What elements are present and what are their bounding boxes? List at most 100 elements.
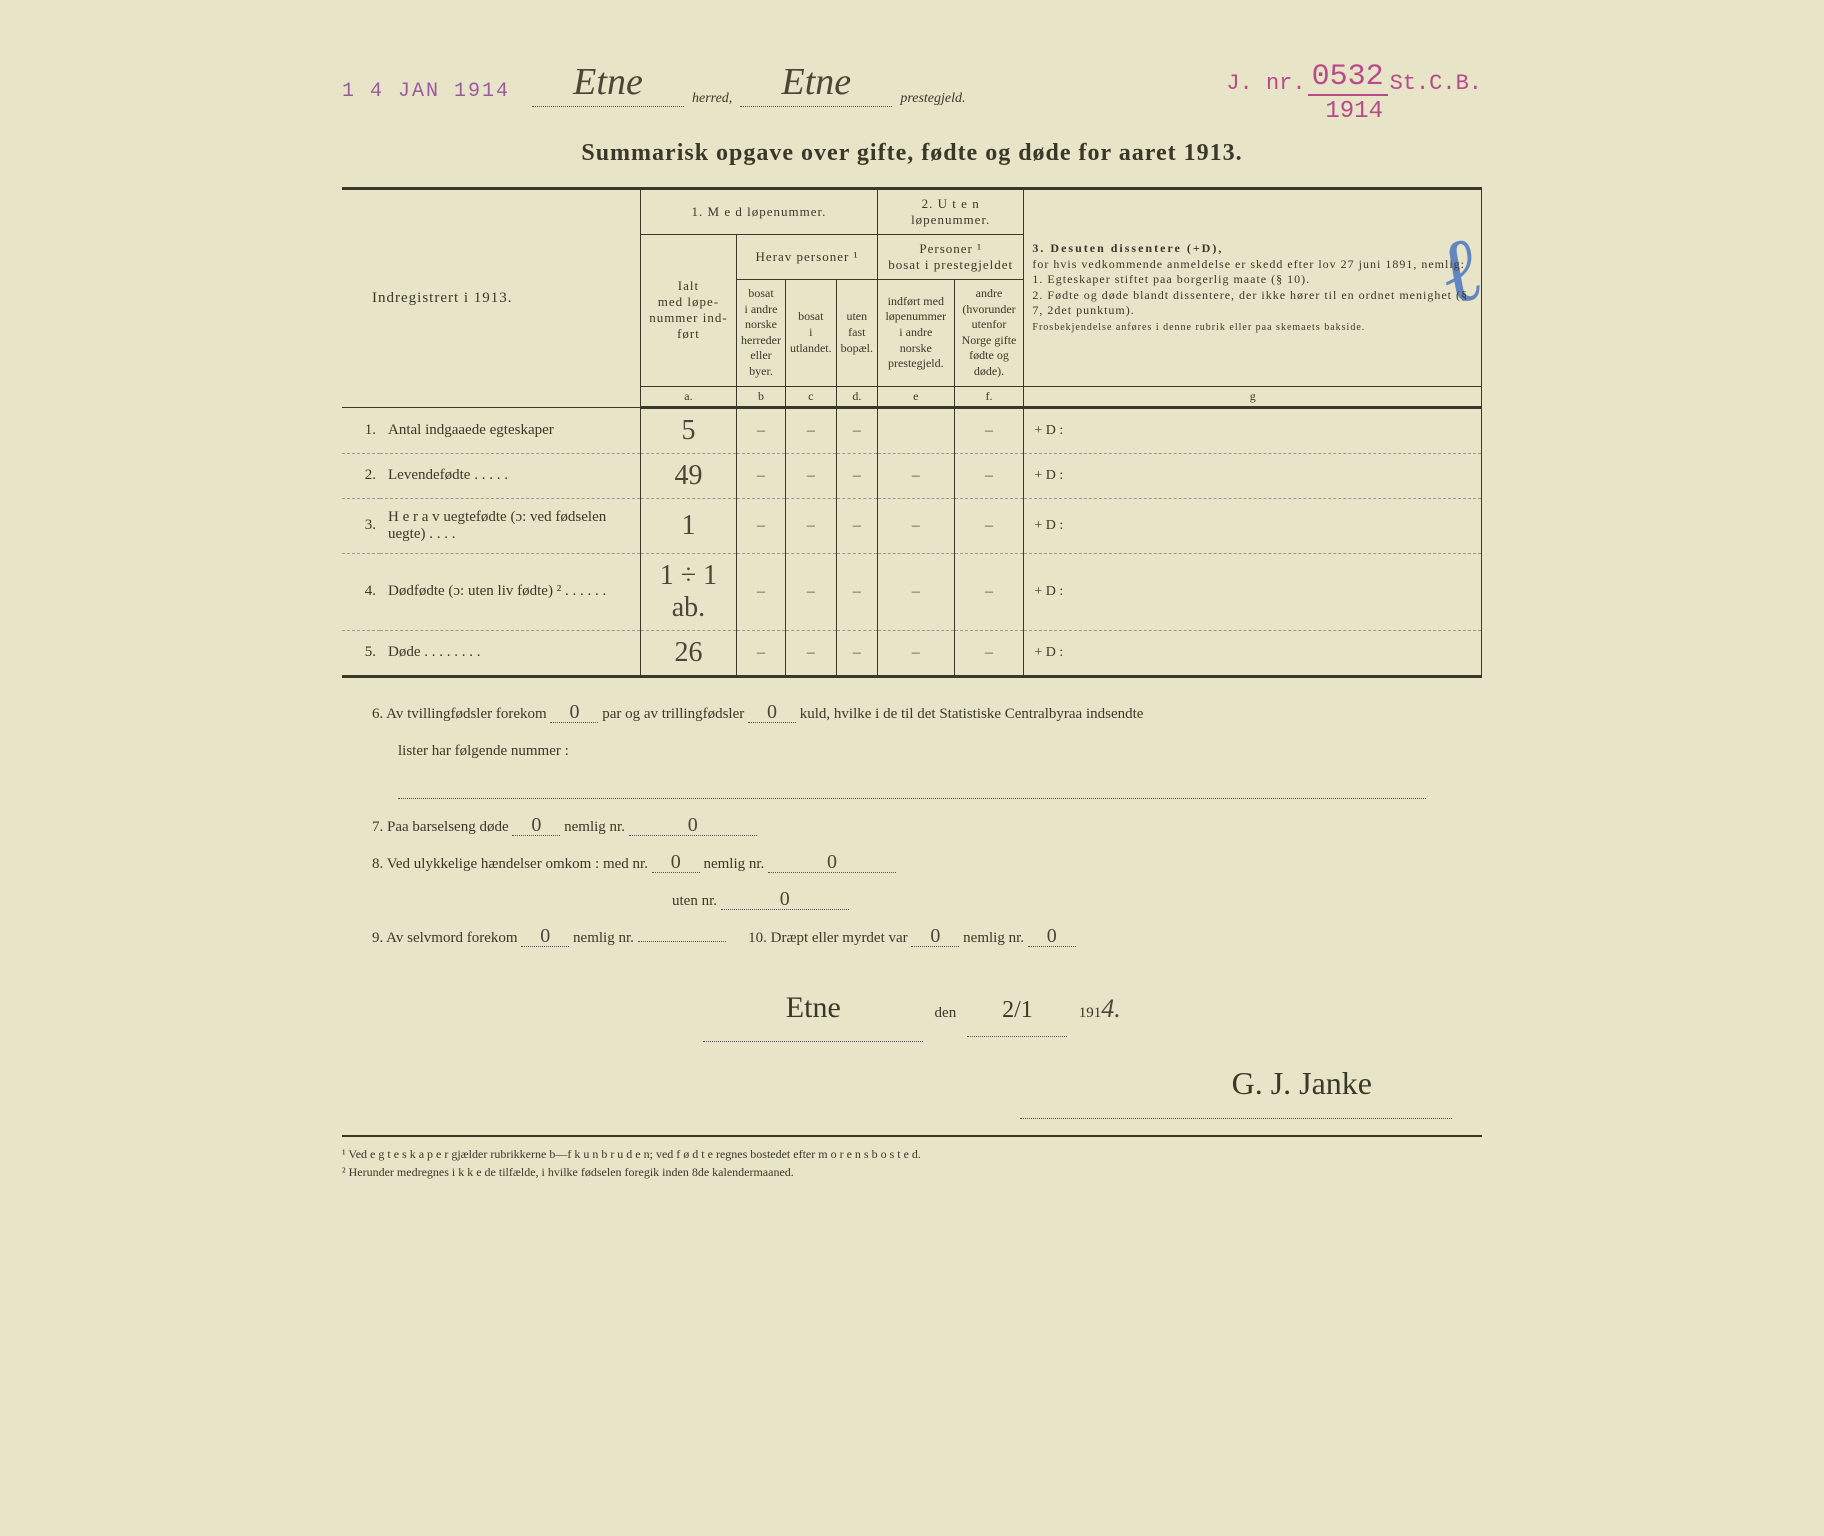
letter-f: f.: [954, 386, 1024, 407]
q6-twin-pairs: 0: [550, 702, 598, 723]
table-row: 3.H e r a v uegtefødte (ɔ: ved fødselen …: [342, 498, 1482, 553]
jnr-suffix: St.C.B.: [1390, 71, 1482, 96]
row-label: Levendefødte . . . . .: [380, 453, 640, 498]
sig-year-prefix: 191: [1079, 1005, 1102, 1021]
q7-text-a: 7. Paa barselseng døde: [372, 819, 509, 835]
personer-bosat-header: Personer ¹ bosat i prestegjeldet: [877, 235, 1023, 280]
group-3-title: 3. Desuten dissentere (+D),: [1032, 241, 1223, 255]
jnr-prefix: J. nr.: [1226, 71, 1305, 96]
table-header: Indregistrert i 1913. 1. M e d løpenumme…: [342, 190, 1482, 407]
col-a-header: Ialt med løpe- nummer ind- ført: [640, 235, 736, 387]
cell-a: 1: [640, 498, 736, 553]
lower-questions: 6. Av tvillingfødsler forekom 0 par og a…: [342, 698, 1482, 1119]
cell-b: –: [737, 498, 786, 553]
letter-g: g: [1024, 386, 1482, 407]
cell-b: –: [737, 553, 786, 630]
q10-value-2: 0: [1028, 926, 1076, 947]
cell-f: –: [954, 453, 1024, 498]
cell-a: 1 ÷ 1 ab.: [640, 553, 736, 630]
cell-f: –: [954, 630, 1024, 676]
cell-e: –: [877, 498, 954, 553]
q7: 7. Paa barselseng døde 0 nemlig nr. 0: [372, 811, 1452, 844]
cell-g: + D :: [1024, 407, 1482, 453]
q7-value-2: 0: [629, 815, 757, 836]
cell-c: –: [785, 498, 836, 553]
signature-date: 2/1: [967, 984, 1067, 1038]
q6-blank-line: [398, 780, 1426, 799]
cell-e: [877, 407, 954, 453]
q9-value-1: 0: [521, 926, 569, 947]
q7-text-b: nemlig nr.: [564, 819, 625, 835]
letter-b: b: [737, 386, 786, 407]
table-body: 1.Antal indgaaede egteskaper5––––+ D :2.…: [342, 407, 1482, 676]
table-row: 4.Dødfødte (ɔ: uten liv fødte) ² . . . .…: [342, 553, 1482, 630]
q9-q10: 9. Av selvmord forekom 0 nemlig nr. 10. …: [372, 922, 1452, 955]
q7-value-1: 0: [512, 815, 560, 836]
q10-text-b: nemlig nr.: [963, 930, 1024, 946]
main-table: Indregistrert i 1913. 1. M e d løpenumme…: [342, 190, 1482, 678]
table-row: 1.Antal indgaaede egteskaper5––––+ D :: [342, 407, 1482, 453]
jnr-year: 1914: [1226, 98, 1482, 125]
q8-line2: uten nr. 0: [372, 885, 1452, 918]
herred-value: Etne: [532, 60, 684, 107]
q6-text-c: kuld, hvilke i de til det Statistiske Ce…: [800, 706, 1144, 722]
cell-e: –: [877, 630, 954, 676]
cell-c: –: [785, 553, 836, 630]
prestegjeld-value: Etne: [740, 60, 892, 107]
q8-value-2: 0: [768, 852, 896, 873]
cell-a: 26: [640, 630, 736, 676]
table-row: 5.Døde . . . . . . . .26–––––+ D :: [342, 630, 1482, 676]
col-indreg: Indregistrert i 1913.: [342, 190, 640, 407]
letter-e: e: [877, 386, 954, 407]
row-number: 3.: [342, 498, 380, 553]
cell-g: + D :: [1024, 630, 1482, 676]
footnote-2: ² Herunder medregnes i k k e de tilfælde…: [342, 1163, 1482, 1181]
group-3-body: for hvis vedkommende anmeldelse er skedd…: [1032, 257, 1468, 318]
q9-text-a: 9. Av selvmord forekom: [372, 930, 518, 946]
footnotes: ¹ Ved e g t e s k a p e r gjælder rubrik…: [342, 1135, 1482, 1181]
row-label: H e r a v uegtefødte (ɔ: ved fødselen ue…: [380, 498, 640, 553]
signature-place: Etne: [703, 975, 923, 1042]
cell-f: –: [954, 407, 1024, 453]
row-number: 4.: [342, 553, 380, 630]
row-label: Antal indgaaede egteskaper: [380, 407, 640, 453]
cell-d: –: [836, 630, 877, 676]
jnr-number: 0532: [1308, 60, 1388, 96]
q9-text-b: nemlig nr.: [573, 930, 634, 946]
q10-text-a: 10. Dræpt eller myrdet var: [748, 930, 908, 946]
q6-text-a: 6. Av tvillingfødsler forekom: [372, 706, 547, 722]
sig-year-hand: 4.: [1101, 994, 1121, 1023]
footnote-1: ¹ Ved e g t e s k a p e r gjælder rubrik…: [342, 1145, 1482, 1163]
q8-text-a: 8. Ved ulykkelige hændelser omkom : med …: [372, 856, 648, 872]
cell-c: –: [785, 407, 836, 453]
row-number: 1.: [342, 407, 380, 453]
group-1-header: 1. M e d løpenummer.: [640, 190, 877, 235]
q8-text-b: nemlig nr.: [703, 856, 764, 872]
header: 1 4 JAN 1914 Etne herred, Etne prestegje…: [342, 60, 1482, 120]
cell-e: –: [877, 453, 954, 498]
row-number: 5.: [342, 630, 380, 676]
cell-a: 5: [640, 407, 736, 453]
signature-line: Etne den 2/1 1914.: [372, 975, 1452, 1042]
q8: 8. Ved ulykkelige hændelser omkom : med …: [372, 848, 1452, 881]
cell-a: 49: [640, 453, 736, 498]
cell-d: –: [836, 553, 877, 630]
q9-value-2: [638, 941, 726, 942]
q8-value-1: 0: [652, 852, 700, 873]
prestegjeld-label: prestegjeld.: [900, 91, 965, 107]
cell-g: + D :: [1024, 553, 1482, 630]
col-f-header: andre (hvorunder utenfor Norge gifte fød…: [954, 280, 1024, 387]
col-e-header: indført med løpenummer i andre norske pr…: [877, 280, 954, 387]
cell-g: + D :: [1024, 453, 1482, 498]
cell-c: –: [785, 453, 836, 498]
cell-b: –: [737, 407, 786, 453]
cell-d: –: [836, 453, 877, 498]
journal-number-stamp: J. nr. 0532 St.C.B. 1914: [1226, 60, 1482, 125]
row-label: Dødfødte (ɔ: uten liv fødte) ² . . . . .…: [380, 553, 640, 630]
cell-b: –: [737, 453, 786, 498]
q8-value-3: 0: [721, 889, 849, 910]
sig-den: den: [935, 1005, 957, 1021]
q6: 6. Av tvillingfødsler forekom 0 par og a…: [372, 698, 1452, 731]
signature-name: G. J. Janke: [1020, 1048, 1452, 1119]
cell-f: –: [954, 553, 1024, 630]
